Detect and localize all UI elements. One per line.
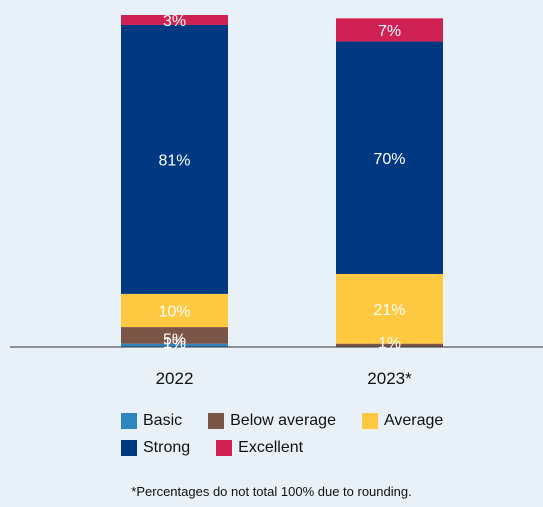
- legend-swatch: [121, 413, 137, 429]
- legend-swatch: [208, 413, 225, 429]
- bar-segment-below-average-1: [336, 343, 443, 347]
- legend-item-average: Average: [361, 412, 444, 430]
- x-tick-label: 2023*: [367, 369, 412, 388]
- legend-item-basic: Basic: [121, 412, 182, 430]
- legend-item-excellent: Excellent: [216, 439, 303, 457]
- data-label: 3%: [163, 13, 186, 30]
- legend-swatch: [216, 440, 233, 456]
- bar-segment-below-average-0: [121, 327, 228, 344]
- legend-row: Strong Excellent: [121, 439, 329, 457]
- bar-segment-excellent-1: [336, 18, 443, 42]
- legend-item-below-average: Below average: [208, 412, 336, 430]
- legend-label: Excellent: [238, 439, 304, 456]
- legend-row: Basic Below average Average: [121, 412, 469, 430]
- bar-segment-average-0: [121, 293, 228, 328]
- legend-item-strong: Strong: [121, 439, 190, 457]
- legend-label: Strong: [143, 439, 191, 456]
- data-label: 5%: [163, 332, 186, 349]
- legend-label: Below average: [230, 412, 336, 429]
- data-label: 7%: [378, 23, 401, 40]
- stacked-bar-chart: 1%5%10%81%3%1%21%70%7%2022 2023*: [10, 13, 543, 388]
- legend-swatch: [361, 413, 378, 429]
- data-label: 70%: [373, 151, 405, 168]
- data-label: 81%: [158, 152, 190, 169]
- x-tick-label: 2022: [156, 369, 194, 388]
- bar-segment-basic-0: [121, 343, 228, 347]
- data-label: 1%: [163, 335, 186, 352]
- legend-swatch: [121, 440, 137, 456]
- data-label: 21%: [373, 302, 405, 319]
- bar-segment-excellent-0: [121, 15, 228, 25]
- legend-label: Basic: [143, 412, 183, 429]
- bar-segment-strong-1: [336, 41, 443, 274]
- data-label: 1%: [378, 335, 401, 352]
- data-label: 10%: [158, 303, 190, 320]
- bar-segment-strong-0: [121, 24, 228, 294]
- bar-segment-average-1: [336, 273, 443, 344]
- legend-label: Average: [383, 412, 444, 429]
- footnote: *Percentages do not total 100% due to ro…: [131, 484, 412, 499]
